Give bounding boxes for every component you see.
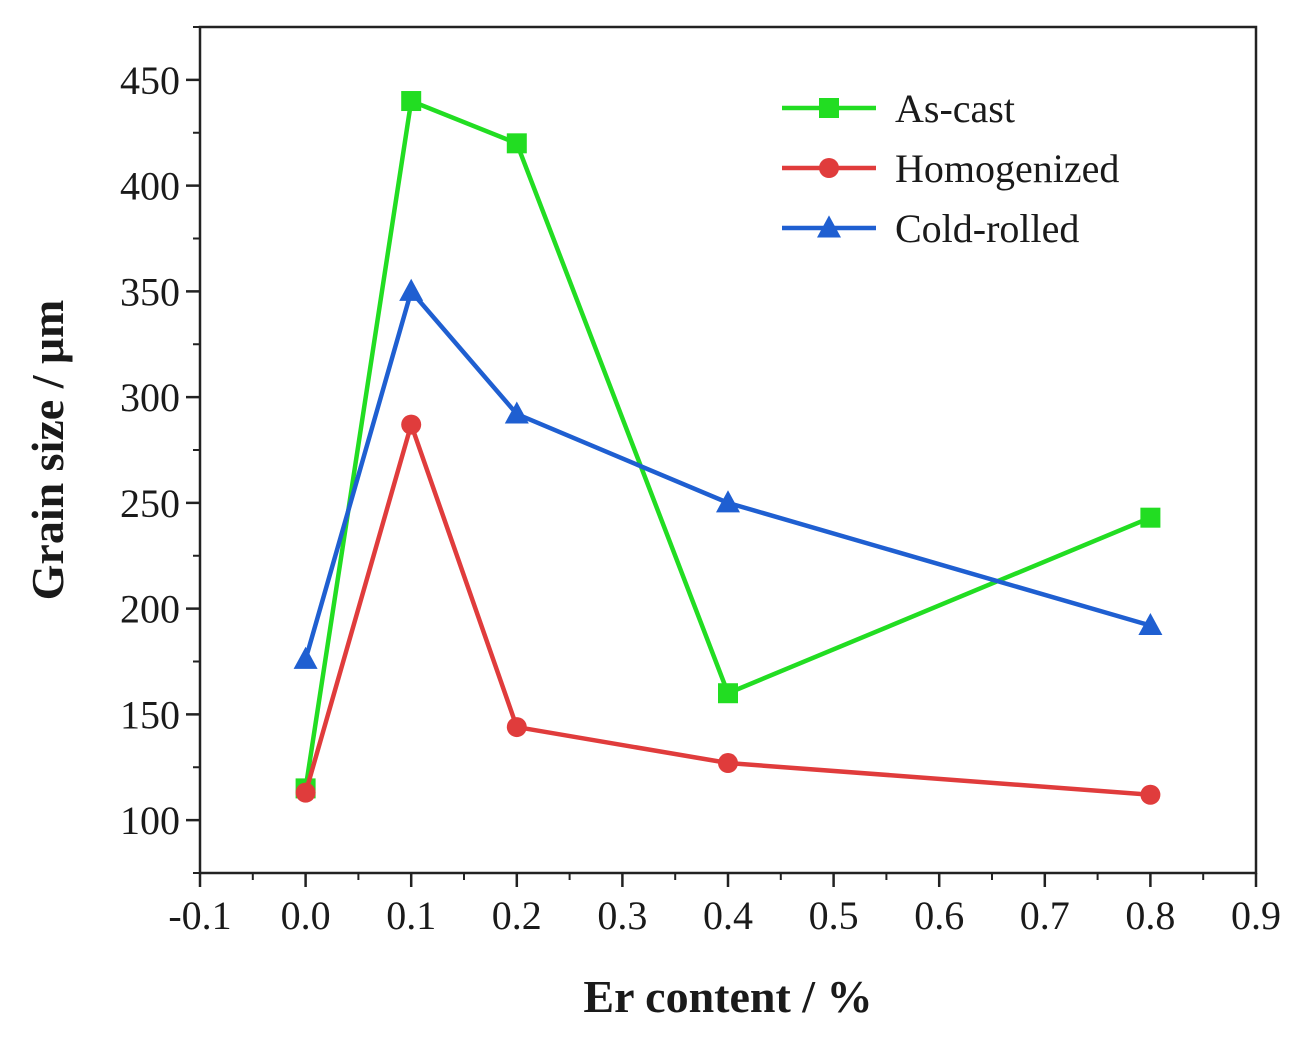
data-point: [293, 646, 318, 669]
legend-label: Cold-rolled: [895, 206, 1079, 251]
data-point: [1138, 612, 1163, 635]
data-point: [399, 278, 424, 301]
data-point: [401, 414, 422, 435]
series-line: [303, 417, 1151, 797]
x-tick-label: 0.5: [809, 893, 859, 938]
y-tick-label: 150: [120, 692, 180, 737]
x-tick-label: 0.3: [597, 893, 647, 938]
legend: As-cast Homogenized Cold-rolled: [782, 86, 1119, 251]
y-axis-title: Grain size / μm: [22, 300, 73, 601]
y-tick-label: 350: [120, 269, 180, 314]
series-cold-rolled: [293, 278, 1163, 669]
legend-item: As-cast: [782, 86, 1015, 131]
data-point: [506, 717, 527, 738]
series-homogenized: [295, 414, 1161, 805]
y-tick-label: 450: [120, 58, 180, 103]
x-tick-label: 0.9: [1231, 893, 1281, 938]
y-tick-label: 250: [120, 481, 180, 526]
data-point: [506, 133, 527, 154]
x-tick-label: 0.1: [386, 893, 436, 938]
y-tick-label: 200: [120, 587, 180, 632]
y-tick-label: 400: [120, 164, 180, 209]
x-tick-label: 0.7: [1020, 893, 1070, 938]
x-tick-label: 0.4: [703, 893, 753, 938]
legend-label: Homogenized: [895, 146, 1119, 191]
data-point: [716, 490, 740, 513]
legend-label: As-cast: [895, 86, 1015, 131]
series-line: [303, 286, 1152, 661]
legend-item: Cold-rolled: [782, 206, 1079, 251]
data-point: [295, 782, 316, 803]
legend-marker: [819, 158, 839, 178]
x-axis-title: Er content / %: [583, 971, 872, 1022]
legend-item: Homogenized: [782, 146, 1119, 191]
y-tick-label: 100: [120, 798, 180, 843]
data-point: [1140, 784, 1161, 805]
data-point: [718, 683, 738, 704]
data-point: [718, 753, 738, 774]
x-tick-label: -0.1: [168, 893, 231, 938]
series-as-cast: [295, 91, 1161, 799]
data-point: [504, 401, 529, 424]
legend-marker: [817, 215, 841, 238]
data-point: [1140, 507, 1161, 528]
series-layer: [293, 91, 1163, 805]
y-tick-label: 300: [120, 375, 180, 420]
x-tick-label: 0.6: [914, 893, 964, 938]
data-point: [401, 91, 422, 112]
x-axis-ticks: -0.1 0.0 0.1 0.2 0.3 0.4 0.5 0.6 0.7 0.8 0.9: [168, 873, 1281, 938]
legend-marker: [819, 98, 839, 118]
x-tick-label: 0.8: [1125, 893, 1175, 938]
x-tick-label: 0.0: [281, 893, 331, 938]
y-axis-ticks: 100 150 200 250 300 350 400 450: [120, 26, 200, 874]
x-tick-label: 0.2: [492, 893, 542, 938]
